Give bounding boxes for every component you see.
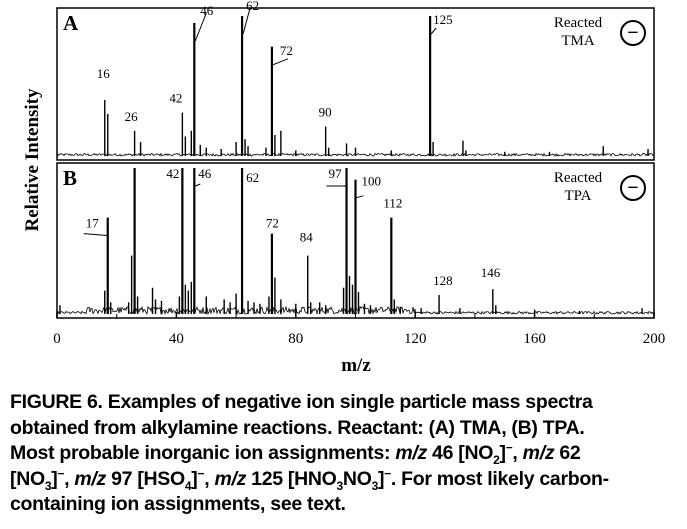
x-tick-label-120: 120 — [404, 331, 427, 347]
reactant-tag-a-line1: Reacted — [554, 15, 603, 31]
caption-line-4: [NO3]−, m/z 97 [HSO4]−, m/z 125 [HNO3NO3… — [10, 466, 609, 493]
negative-ion-circle-icon — [620, 175, 646, 201]
peak-label-b-42: 42 — [166, 166, 179, 181]
mass-spectra-figure: 16 26 42 46 62 72 90 125 A Reacted TMA − 17 42 46 62 72 8… — [22, 0, 666, 376]
peak-label-b-84: 84 — [300, 230, 314, 245]
peak-label-b-128: 128 — [433, 273, 453, 288]
negative-ion-symbol: − — [627, 177, 638, 199]
reactant-tag-b-line1: Reacted — [554, 170, 603, 186]
x-tick-label-0: 0 — [53, 331, 61, 347]
x-tick-label-40: 40 — [169, 331, 184, 347]
peak-label-b-72: 72 — [266, 216, 279, 231]
leader-b-100 — [356, 195, 364, 199]
x-tick-label-160: 160 — [523, 331, 546, 347]
caption-line-3: Most probable inorganic ion assignments:… — [10, 440, 581, 467]
negative-ion-circle-icon — [620, 20, 646, 46]
peak-label-b-146: 146 — [481, 265, 501, 280]
peak-label-a-90: 90 — [319, 105, 332, 120]
x-tick-label-200: 200 — [643, 331, 666, 347]
peak-label-b-97: 97 — [329, 166, 343, 181]
negative-ion-symbol: − — [627, 22, 638, 44]
leader-a-46 — [194, 12, 207, 42]
caption-line-1: FIGURE 6. Examples of negative ion singl… — [10, 391, 593, 413]
peak-label-a-125: 125 — [433, 12, 453, 27]
peak-label-a-46: 46 — [200, 3, 214, 18]
leader-a-62 — [242, 7, 251, 35]
reactant-tag-a-line2: TMA — [561, 33, 595, 49]
y-axis-label: Relative Intensity — [22, 88, 43, 232]
peak-label-b-112: 112 — [383, 196, 402, 211]
peak-label-b-46: 46 — [198, 166, 212, 181]
panel-label-b: B — [63, 166, 77, 190]
leader-a-72 — [272, 58, 289, 66]
caption-line-2: obtained from alkylamine reactions. Reac… — [10, 416, 585, 439]
reactant-tag-b-line2: TPA — [565, 188, 592, 204]
peak-label-b-62: 62 — [246, 170, 259, 185]
peak-label-b-100: 100 — [362, 174, 382, 189]
peak-label-b-17: 17 — [86, 216, 100, 231]
peak-label-a-26: 26 — [125, 109, 139, 124]
peak-label-a-62: 62 — [246, 0, 259, 13]
panel-label-a: A — [63, 11, 79, 35]
leader-b-46 — [195, 183, 201, 187]
x-axis-label: m/z — [341, 355, 371, 376]
figure-caption: FIGURE 6. Examples of negative ion singl… — [10, 390, 680, 518]
panel-a-frame — [56, 7, 655, 161]
peak-label-a-72: 72 — [280, 43, 293, 58]
leader-a-125 — [430, 27, 437, 35]
x-tick-label-80: 80 — [288, 331, 303, 347]
peak-label-a-16: 16 — [97, 66, 111, 81]
peak-label-a-42: 42 — [169, 91, 182, 106]
caption-line-5: containing ion assignments, see text. — [10, 493, 346, 515]
leader-b-17 — [83, 233, 109, 237]
